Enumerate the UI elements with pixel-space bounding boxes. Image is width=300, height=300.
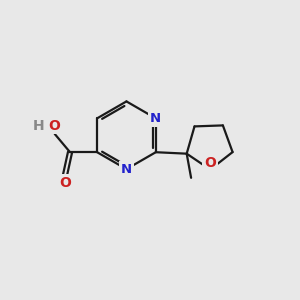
- Text: O: O: [59, 176, 71, 190]
- Text: H: H: [33, 119, 44, 133]
- Text: N: N: [121, 163, 132, 176]
- Text: O: O: [48, 119, 60, 133]
- Text: N: N: [150, 112, 161, 125]
- Text: O: O: [204, 156, 216, 170]
